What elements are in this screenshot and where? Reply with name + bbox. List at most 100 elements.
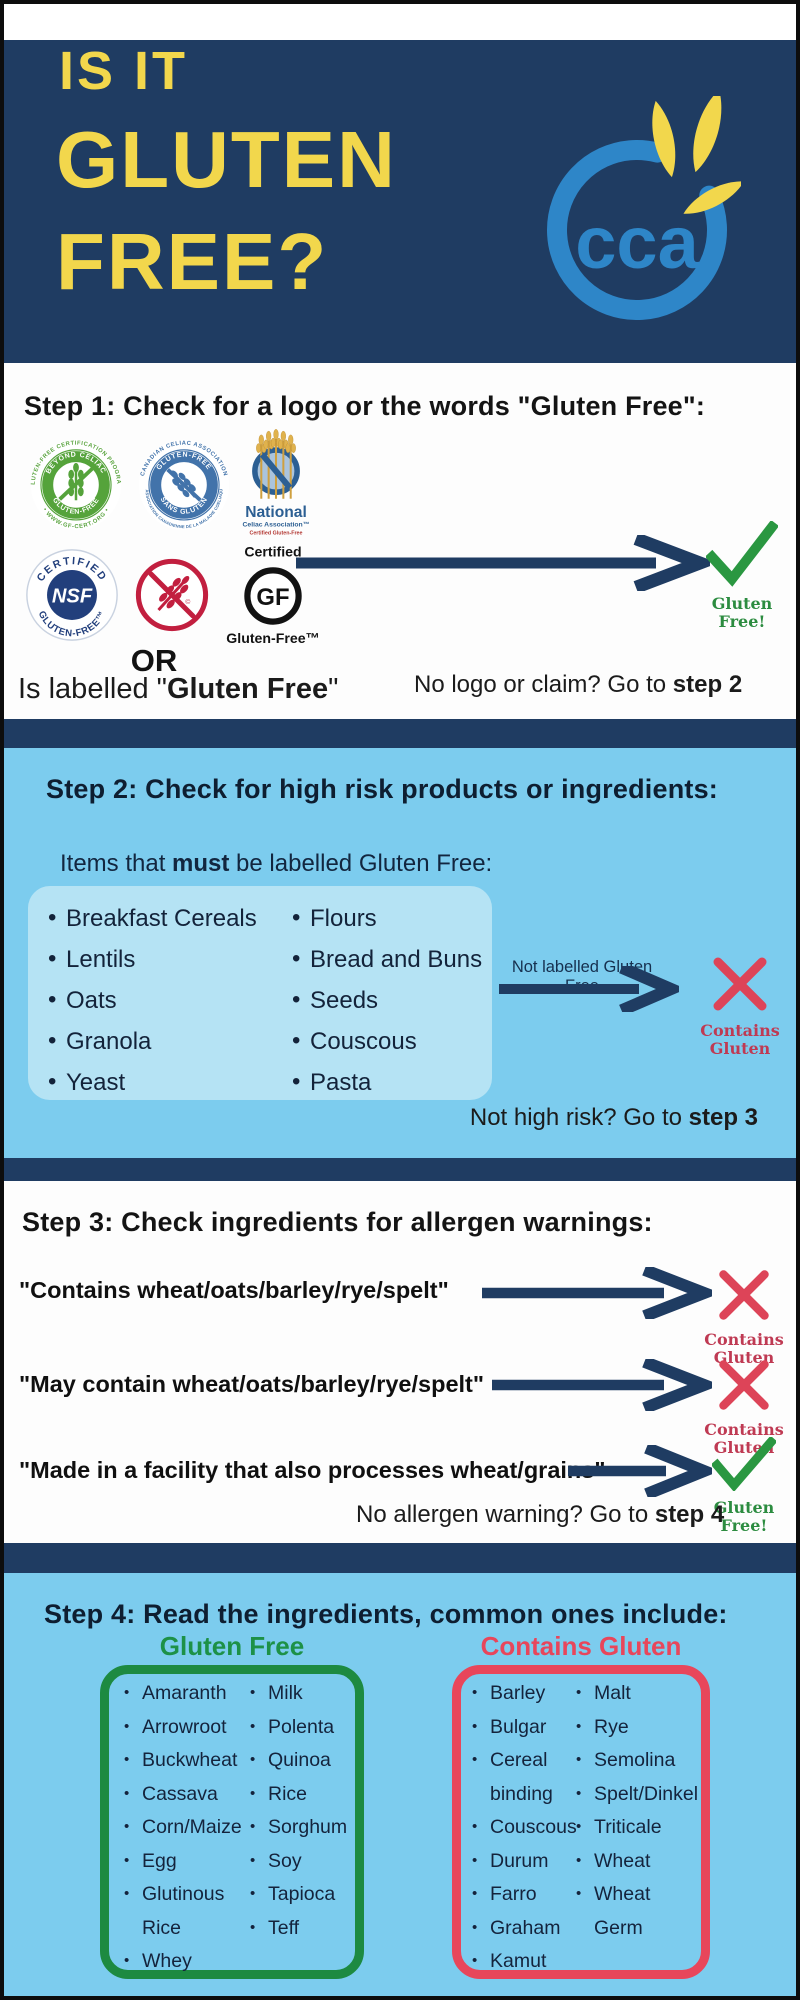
list-item: Arrowroot (124, 1710, 238, 1745)
gluten-free-column-title: Gluten Free (159, 1631, 305, 1661)
x-icon (719, 1270, 769, 1320)
svg-text:NSF: NSF (52, 586, 93, 608)
gluten-free-list-col1: AmaranthArrowrootBuckwheatCassavaCorn/Ma… (124, 1676, 242, 1979)
list-item: Buckwheat (124, 1743, 238, 1778)
step4-section: Step 4: Read the ingredients, common one… (4, 1573, 796, 1996)
step1-title: Step 1: Check for a logo or the words "G… (24, 391, 706, 421)
contains-gluten-box (452, 1665, 710, 1979)
list-item: Semolina (576, 1743, 702, 1778)
list-item: Kamut (472, 1944, 576, 1979)
nsf-certified-logo: CERTIFIED GLUTEN-FREE™ NSF (26, 549, 118, 641)
cca-logo: cca (547, 96, 741, 320)
or-label: OR (130, 643, 178, 678)
svg-text:National: National (245, 504, 307, 521)
list-item: Corn/Maize (124, 1810, 242, 1845)
list-item: Polenta (250, 1710, 350, 1745)
step1-section: Step 1: Check for a logo or the words "G… (4, 363, 796, 719)
svg-text:Gluten-Free™: Gluten-Free™ (226, 630, 319, 646)
list-item: Rice (250, 1777, 350, 1812)
section-divider (4, 1543, 796, 1573)
check-icon (710, 1435, 778, 1492)
step2-title: Step 2: Check for high risk products or … (46, 774, 718, 804)
cca-logo-text: cca (575, 201, 699, 284)
step3-hint: No allergen warning? Go to step 4 (356, 1501, 725, 1528)
list-item: Tapioca (250, 1877, 350, 1912)
list-item: Quinoa (250, 1743, 350, 1778)
gluten-free-result-badge: Gluten Free! (694, 519, 790, 631)
list-item: Yeast (48, 1061, 257, 1103)
list-item: Whey (124, 1944, 238, 1979)
list-item: Teff (250, 1911, 350, 1946)
crossed-grain-logo: © (135, 558, 209, 632)
arrow-icon (492, 1359, 712, 1411)
list-item: Soy (250, 1844, 350, 1879)
list-item: Couscous (472, 1810, 577, 1845)
list-item: Sorghum (250, 1810, 350, 1845)
x-icon (713, 957, 767, 1011)
step2-section: Step 2: Check for high risk products or … (4, 748, 796, 1158)
list-item: Lentils (48, 938, 257, 980)
svg-text:GF: GF (256, 584, 289, 611)
list-item: Wheat (576, 1844, 702, 1879)
list-item: Cassava (124, 1777, 238, 1812)
list-item: Seeds (292, 979, 482, 1021)
header-section: IS IT GLUTEN FREE? cca (4, 40, 796, 363)
beyond-celiac-logo: GLUTEN-FREE CERTIFICATION PROGRAM • WWW.… (28, 435, 122, 530)
allergen-warning-3: "Made in a facility that also processes … (19, 1457, 606, 1483)
list-item: Durum (472, 1844, 576, 1879)
cca-gluten-free-sans-gluten-logo: CANADIAN CELIAC ASSOCIATION L'ASSOCIATIO… (136, 435, 230, 531)
list-item: Flours (292, 897, 482, 939)
gluten-free-list-col2: MilkPolentaQuinoaRiceSorghumSoyTapiocaTe… (250, 1676, 350, 1946)
title-line-2: GLUTEN (56, 115, 397, 204)
title-line-3: FREE? (56, 217, 329, 306)
step4-title: Step 4: Read the ingredients, common one… (44, 1599, 728, 1629)
crossed-grain-icon (58, 462, 94, 501)
contains-gluten-column-title: Contains Gluten (480, 1631, 682, 1661)
check-icon (704, 519, 780, 587)
step2-subtitle: Items that must be labelled Gluten Free: (60, 850, 493, 877)
list-item: Breakfast Cereals (48, 897, 257, 939)
step1-hint: No logo or claim? Go to step 2 (414, 671, 743, 698)
arrow-icon (482, 1267, 712, 1319)
gluten-free-result-badge: Gluten Free! (702, 1435, 786, 1535)
allergen-warning-2: "May contain wheat/oats/barley/rye/spelt… (19, 1371, 485, 1397)
list-item: Barley (472, 1676, 576, 1711)
allergen-warning-1: "Contains wheat/oats/barley/rye/spelt" (19, 1277, 449, 1303)
title-line-1: IS IT (59, 41, 189, 101)
contains-gluten-list-col1: BarleyBulgarCereal bindingCouscousDurumF… (472, 1676, 577, 1979)
high-risk-list-col2: FloursBread and BunsSeedsCouscousPasta (292, 897, 482, 1103)
section-divider (4, 719, 796, 748)
list-item: Glutinous Rice (124, 1877, 238, 1945)
arrow-icon (499, 966, 679, 1012)
section-divider (4, 1158, 796, 1181)
svg-text:Certified Gluten-Free: Certified Gluten-Free (250, 531, 303, 537)
high-risk-list-col1: Breakfast CerealsLentilsOatsGranolaYeast (48, 897, 257, 1103)
list-item: Cereal binding (472, 1743, 576, 1811)
is-labelled-text: Is labelled "Gluten Free" (18, 673, 339, 705)
list-item: Milk (250, 1676, 350, 1711)
list-item: Granola (48, 1020, 257, 1062)
svg-text:Certified: Certified (244, 543, 301, 559)
list-item: Bulgar (472, 1710, 576, 1745)
contains-gluten-list-col2: MaltRyeSemolinaSpelt/DinkelTriticaleWhea… (576, 1676, 702, 1945)
list-item: Oats (48, 979, 257, 1021)
contains-gluten-result-badge: Contains Gluten (704, 1357, 784, 1457)
list-item: Pasta (292, 1061, 482, 1103)
national-celiac-association-logo: National Celiac Association™ Certified G… (243, 429, 310, 537)
list-item: Spelt/Dinkel (576, 1777, 702, 1812)
arrow-icon (568, 1445, 712, 1497)
certified-gf-logo: Certified GF Gluten-Free™ (226, 543, 319, 646)
step3-title: Step 3: Check ingredients for allergen w… (22, 1207, 653, 1237)
svg-text:Celiac Association™: Celiac Association™ (243, 521, 310, 528)
arrow-icon (296, 535, 710, 591)
crossed-grain-icon (166, 468, 202, 502)
list-item: Amaranth (124, 1676, 238, 1711)
list-item: Graham (472, 1911, 576, 1946)
contains-gluten-result-badge: Contains Gluten (692, 954, 788, 1058)
step3-section: Step 3: Check ingredients for allergen w… (4, 1181, 796, 1543)
list-item: Wheat Germ (576, 1877, 702, 1945)
list-item: Rye (576, 1710, 702, 1745)
list-item: Egg (124, 1844, 238, 1879)
contains-gluten-result-badge: Contains Gluten (704, 1267, 784, 1367)
